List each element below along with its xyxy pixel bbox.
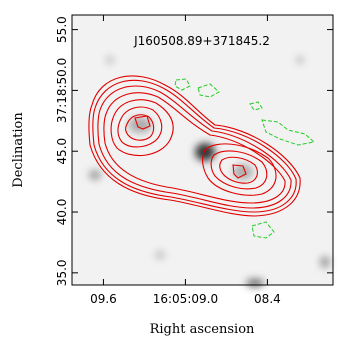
radio-contours <box>88 75 301 217</box>
y-tick-label: 37:18:50.0 <box>55 58 69 123</box>
y-tick-label: 55.0 <box>55 16 69 43</box>
y-axis-label: Declination <box>11 112 26 188</box>
y-tick-label: 40.0 <box>55 199 69 226</box>
x-tick-label: 09.6 <box>90 292 117 306</box>
x-tick-label: 08.4 <box>254 292 281 306</box>
x-axis-label: Right ascension <box>150 322 255 337</box>
y-tick-label: 45.0 <box>55 138 69 165</box>
plot-frame <box>71 14 334 286</box>
chart-title: J160508.89+371845.2 <box>133 34 270 48</box>
x-tick-label: 16:05:09.0 <box>153 292 218 306</box>
image <box>72 15 333 287</box>
y-tick-label: 35.0 <box>55 259 69 286</box>
negative-contours <box>174 78 316 239</box>
